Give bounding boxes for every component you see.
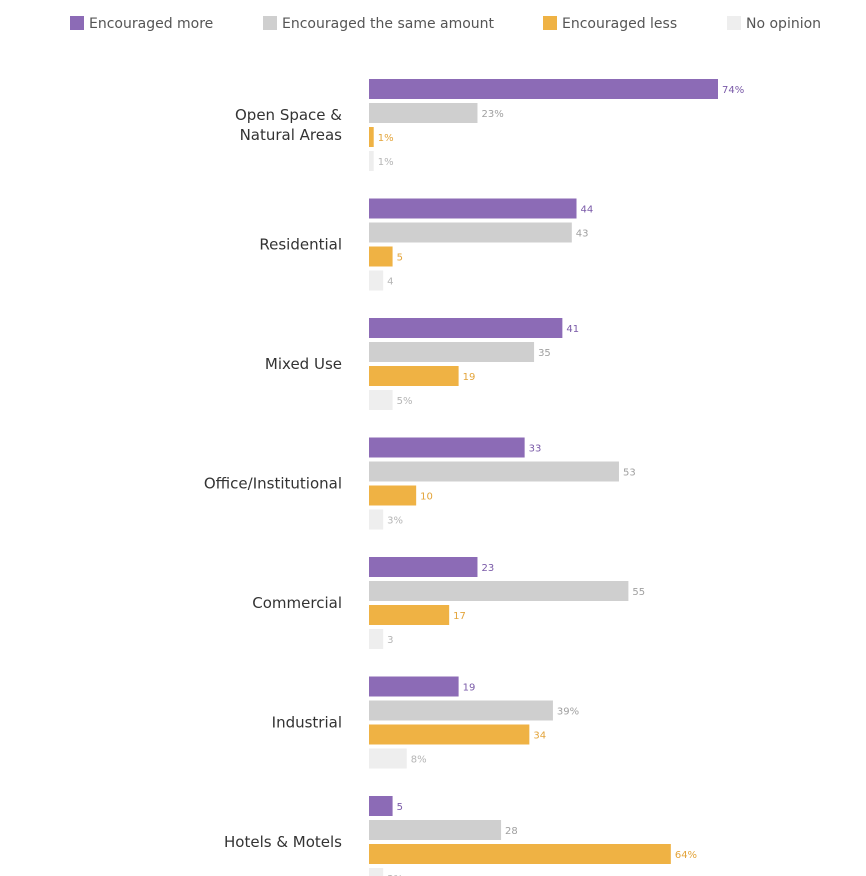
- category-label: Hotels & Motels: [224, 833, 342, 851]
- bar-encouraged-the-same-amount: [369, 103, 478, 123]
- bar-no-opinion: [369, 748, 407, 769]
- category-label: Residential: [259, 236, 342, 254]
- data-label-encouraged-the-same-amount: 23%: [481, 109, 503, 120]
- legend-swatch-encouraged-less: [543, 16, 557, 30]
- data-label-encouraged-less: 19: [463, 372, 476, 383]
- legend-label-encouraged-less: Encouraged less: [562, 16, 677, 32]
- data-label-no-opinion: 5%: [397, 396, 413, 407]
- bar-encouraged-more: [369, 557, 478, 577]
- data-label-encouraged-less: 1%: [378, 133, 394, 144]
- bar-encouraged-more: [369, 198, 577, 219]
- legend: Encouraged more Encouraged the same amoun…: [70, 16, 821, 32]
- legend-label-no-opinion: No opinion: [746, 16, 821, 32]
- data-label-no-opinion: 3%: [387, 516, 403, 527]
- data-label-encouraged-the-same-amount: 35: [538, 348, 551, 359]
- category-group-mixed-use: Mixed Use 41 35 19 5%: [265, 318, 579, 410]
- category-label: Office/Institutional: [204, 475, 342, 493]
- data-label-encouraged-less: 10: [420, 492, 433, 503]
- bar-encouraged-less: [369, 605, 450, 625]
- bar-no-opinion: [369, 868, 384, 876]
- data-label-encouraged-more: 33: [529, 444, 542, 455]
- bar-encouraged-less: [369, 366, 459, 386]
- data-label-encouraged-the-same-amount: 53: [623, 468, 636, 479]
- bar-encouraged-less: [369, 844, 671, 864]
- bar-no-opinion: [369, 509, 384, 530]
- data-label-no-opinion: 1%: [378, 157, 394, 168]
- bar-no-opinion: [369, 151, 374, 171]
- bar-no-opinion: [369, 270, 384, 291]
- data-label-encouraged-less: 64%: [675, 850, 697, 861]
- legend-label-encouraged-more: Encouraged more: [89, 16, 213, 32]
- bar-encouraged-the-same-amount: [369, 342, 535, 362]
- category-group-office-institutional: Office/Institutional 33 53 10 3%: [204, 437, 636, 530]
- data-label-no-opinion: 4: [387, 277, 393, 288]
- data-label-encouraged-more: 5: [397, 802, 403, 813]
- bar-encouraged-the-same-amount: [369, 820, 502, 840]
- category-label: Commercial: [252, 594, 342, 612]
- bar-encouraged-the-same-amount: [369, 581, 629, 601]
- data-label-encouraged-the-same-amount: 39%: [557, 707, 579, 718]
- data-label-encouraged-less: 34: [533, 731, 546, 742]
- data-label-encouraged-less: 17: [453, 611, 466, 622]
- category-group-open-space-natural-areas: Open Space & Natural Areas 74% 23% 1% 1%: [235, 79, 744, 171]
- data-label-encouraged-more: 44: [581, 205, 594, 216]
- category-group-residential: Residential 44 43 5 4: [259, 198, 594, 291]
- bar-encouraged-less: [369, 485, 417, 506]
- legend-swatch-encouraged-more: [70, 16, 84, 30]
- data-label-encouraged-more: 41: [566, 324, 579, 335]
- category-label: Industrial: [272, 714, 342, 732]
- data-label-encouraged-the-same-amount: 28: [505, 826, 518, 837]
- bar-encouraged-the-same-amount: [369, 222, 572, 243]
- data-label-encouraged-less: 5: [397, 253, 403, 264]
- category-label: Mixed Use: [265, 355, 342, 373]
- data-label-encouraged-more: 23: [481, 563, 494, 574]
- category-group-industrial: Industrial 19 39% 34 8%: [272, 676, 579, 769]
- category-group-hotels-motels: Hotels & Motels 5 28 64% 3%: [224, 796, 697, 876]
- legend-label-encouraged-the-same-amount: Encouraged the same amount: [282, 16, 495, 32]
- data-label-no-opinion: 3%: [387, 874, 403, 876]
- data-label-encouraged-the-same-amount: 43: [576, 229, 589, 240]
- bar-encouraged-more: [369, 79, 718, 99]
- data-label-encouraged-more: 19: [463, 683, 476, 694]
- bar-encouraged-less: [369, 246, 393, 267]
- bar-encouraged-more: [369, 796, 393, 816]
- data-label-no-opinion: 3: [387, 635, 393, 646]
- bar-encouraged-less: [369, 127, 374, 147]
- bar-encouraged-less: [369, 724, 530, 745]
- category-group-commercial: Commercial 23 55 17 3: [252, 557, 645, 649]
- category-label: Open Space & Natural Areas: [235, 106, 342, 144]
- bar-encouraged-more: [369, 437, 525, 458]
- data-label-encouraged-the-same-amount: 55: [632, 587, 645, 598]
- bar-encouraged-the-same-amount: [369, 700, 553, 721]
- plot-area: Open Space & Natural Areas 74% 23% 1% 1% Resid…: [204, 79, 744, 876]
- bar-no-opinion: [369, 629, 384, 649]
- legend-swatch-encouraged-the-same-amount: [263, 16, 277, 30]
- bar-no-opinion: [369, 390, 393, 410]
- data-label-no-opinion: 8%: [411, 755, 427, 766]
- bar-encouraged-more: [369, 318, 563, 338]
- bar-encouraged-the-same-amount: [369, 461, 619, 482]
- data-label-encouraged-more: 74%: [722, 85, 744, 96]
- legend-swatch-no-opinion: [727, 16, 741, 30]
- bar-encouraged-more: [369, 676, 459, 697]
